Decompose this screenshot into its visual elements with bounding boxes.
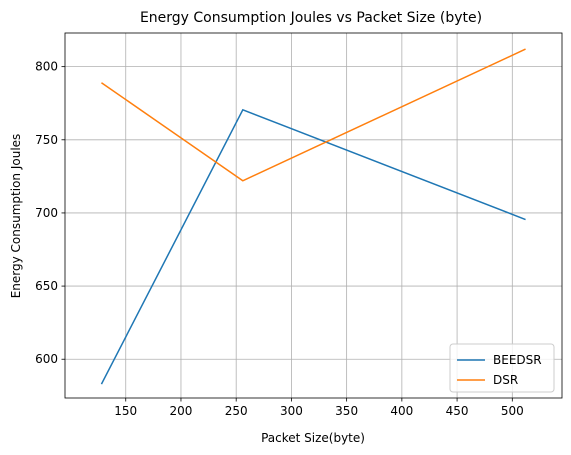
x-tick-label: 450 [446,404,469,418]
y-tick-label: 700 [35,206,58,220]
series-line-beedsr [100,108,526,385]
x-tick-label: 300 [280,404,303,418]
x-axis-label: Packet Size(byte) [261,431,365,445]
y-tick-label: 600 [35,352,58,366]
y-axis-label: Energy Consumption Joules [9,134,23,299]
legend-label-beedsr: BEEDSR [493,353,542,367]
x-tick-label: 350 [335,404,358,418]
series-lines [100,48,526,385]
x-tick-label: 500 [501,404,524,418]
chart-title: Energy Consumption Joules vs Packet Size… [140,10,482,26]
legend-label-dsr: DSR [493,373,518,387]
x-tick-label: 150 [114,404,137,418]
y-tick-label: 800 [35,60,58,74]
plot-frame [64,32,563,399]
x-tick-label: 400 [390,404,413,418]
legend: BEEDSR DSR [449,343,555,393]
y-tick-label: 750 [35,133,58,147]
x-tick-label: 200 [170,404,193,418]
ticks: 150 200 250 300 350 400 450 500 600 650 700 750 800 [35,60,524,418]
grid [65,33,562,398]
series-line-dsr [101,48,526,182]
y-tick-label: 650 [35,279,58,293]
x-tick-label: 250 [225,404,248,418]
